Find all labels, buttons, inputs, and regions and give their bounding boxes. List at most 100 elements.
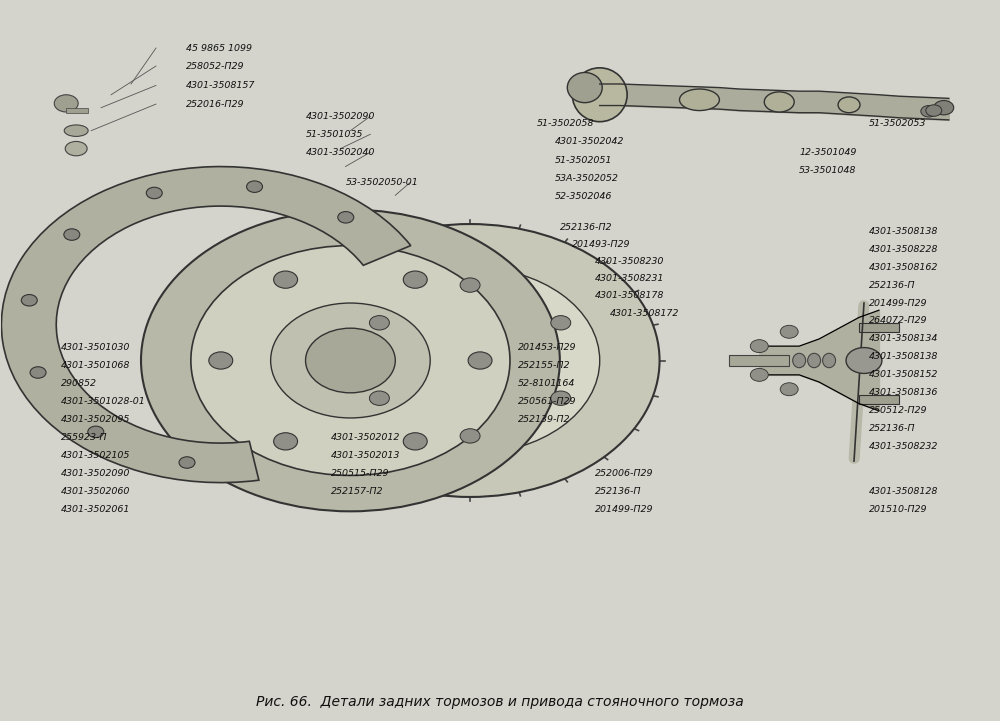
Text: 4301-3508152: 4301-3508152 xyxy=(869,371,938,379)
Text: 4301-3501030: 4301-3501030 xyxy=(61,343,131,352)
Text: 4301-3508231: 4301-3508231 xyxy=(595,274,664,283)
Text: 4301-3502095: 4301-3502095 xyxy=(61,415,131,424)
Circle shape xyxy=(460,278,480,292)
Text: 290852: 290852 xyxy=(61,379,97,388)
Circle shape xyxy=(846,348,882,373)
Bar xyxy=(859,323,899,332)
Text: 252157-П2: 252157-П2 xyxy=(330,487,383,496)
Ellipse shape xyxy=(65,141,87,156)
Text: 51-3501035: 51-3501035 xyxy=(306,130,363,138)
Circle shape xyxy=(369,316,389,330)
Text: 201510-П29: 201510-П29 xyxy=(869,505,927,513)
Text: 4301-3502061: 4301-3502061 xyxy=(61,505,131,513)
Text: 4301-3508162: 4301-3508162 xyxy=(869,262,938,272)
Circle shape xyxy=(921,105,937,117)
Ellipse shape xyxy=(567,73,602,102)
Ellipse shape xyxy=(838,97,860,112)
Text: 4301-3508157: 4301-3508157 xyxy=(186,81,255,90)
Circle shape xyxy=(926,105,942,116)
Circle shape xyxy=(179,457,195,468)
Text: 4301-3501028-01: 4301-3501028-01 xyxy=(61,397,146,406)
Text: 252136-П: 252136-П xyxy=(595,487,641,496)
Text: 252016-П29: 252016-П29 xyxy=(186,99,244,109)
Text: 12-3501049: 12-3501049 xyxy=(799,148,857,156)
Circle shape xyxy=(21,294,37,306)
Wedge shape xyxy=(1,167,411,482)
Bar xyxy=(859,395,899,404)
Circle shape xyxy=(306,328,395,393)
Ellipse shape xyxy=(793,353,806,368)
Circle shape xyxy=(271,303,430,418)
Text: 4301-3508178: 4301-3508178 xyxy=(595,291,664,301)
Text: 51-3502051: 51-3502051 xyxy=(555,156,612,165)
Ellipse shape xyxy=(572,68,627,122)
Circle shape xyxy=(191,246,510,475)
Text: 252136-П: 252136-П xyxy=(869,280,915,290)
Circle shape xyxy=(551,391,571,405)
Text: 4301-3502090: 4301-3502090 xyxy=(61,469,131,478)
Circle shape xyxy=(274,433,298,450)
Text: 4301-3508172: 4301-3508172 xyxy=(610,309,679,317)
Text: 51-3502058: 51-3502058 xyxy=(537,119,594,128)
Text: 53А-3502052: 53А-3502052 xyxy=(555,174,619,183)
Text: 250561-П29: 250561-П29 xyxy=(518,397,576,406)
Circle shape xyxy=(247,181,263,193)
Text: 201499-П29: 201499-П29 xyxy=(595,505,653,513)
Circle shape xyxy=(338,211,354,223)
Circle shape xyxy=(780,325,798,338)
Circle shape xyxy=(369,391,389,405)
Text: 201453-П29: 201453-П29 xyxy=(518,343,576,352)
Text: 4301-3502060: 4301-3502060 xyxy=(61,487,131,496)
Text: 4301-3502012: 4301-3502012 xyxy=(330,433,400,442)
Text: 4301-3508134: 4301-3508134 xyxy=(869,335,938,343)
Text: 4301-3502040: 4301-3502040 xyxy=(306,148,375,156)
Text: 4301-3502013: 4301-3502013 xyxy=(330,451,400,460)
Ellipse shape xyxy=(64,125,88,136)
Ellipse shape xyxy=(808,353,821,368)
Text: 4301-3502042: 4301-3502042 xyxy=(555,137,624,146)
Text: 255923-П: 255923-П xyxy=(61,433,108,442)
Text: 4301-3502090: 4301-3502090 xyxy=(306,112,375,121)
Circle shape xyxy=(750,368,768,381)
Text: 52-8101164: 52-8101164 xyxy=(518,379,575,388)
Text: 53-3502050-01: 53-3502050-01 xyxy=(345,178,418,187)
Circle shape xyxy=(88,426,104,438)
Text: 4301-3508128: 4301-3508128 xyxy=(869,487,938,496)
Circle shape xyxy=(400,310,540,411)
FancyArrowPatch shape xyxy=(854,306,864,459)
Circle shape xyxy=(141,210,560,511)
Circle shape xyxy=(403,433,427,450)
Circle shape xyxy=(340,267,600,454)
Circle shape xyxy=(468,352,492,369)
Text: 201499-П29: 201499-П29 xyxy=(869,298,927,308)
Text: 252136-П: 252136-П xyxy=(869,424,915,433)
Text: 264072-П29: 264072-П29 xyxy=(869,317,927,325)
Text: 258052-П29: 258052-П29 xyxy=(186,61,244,71)
Circle shape xyxy=(30,367,46,379)
Ellipse shape xyxy=(679,89,719,110)
Text: 4301-3508136: 4301-3508136 xyxy=(869,389,938,397)
Text: 252155-П2: 252155-П2 xyxy=(518,361,570,370)
Text: 45 9865 1099: 45 9865 1099 xyxy=(186,43,252,53)
Text: 252006-П29: 252006-П29 xyxy=(595,469,653,478)
Circle shape xyxy=(209,352,233,369)
Circle shape xyxy=(460,429,480,443)
Circle shape xyxy=(780,383,798,396)
Text: 250512-П29: 250512-П29 xyxy=(869,406,927,415)
Circle shape xyxy=(146,187,162,199)
Text: 250515-П29: 250515-П29 xyxy=(330,469,389,478)
Text: 4301-3508232: 4301-3508232 xyxy=(869,442,938,451)
Bar xyxy=(729,355,789,366)
Text: 4301-3508138: 4301-3508138 xyxy=(869,353,938,361)
Circle shape xyxy=(403,271,427,288)
Circle shape xyxy=(934,100,954,115)
Bar xyxy=(66,108,88,112)
Circle shape xyxy=(54,94,78,112)
Circle shape xyxy=(281,224,660,497)
Circle shape xyxy=(274,271,298,288)
Text: 201493-П29: 201493-П29 xyxy=(572,239,630,249)
Ellipse shape xyxy=(764,92,794,112)
Circle shape xyxy=(64,229,80,240)
Text: 4301-3502105: 4301-3502105 xyxy=(61,451,131,460)
Text: 53-3501048: 53-3501048 xyxy=(799,166,857,174)
